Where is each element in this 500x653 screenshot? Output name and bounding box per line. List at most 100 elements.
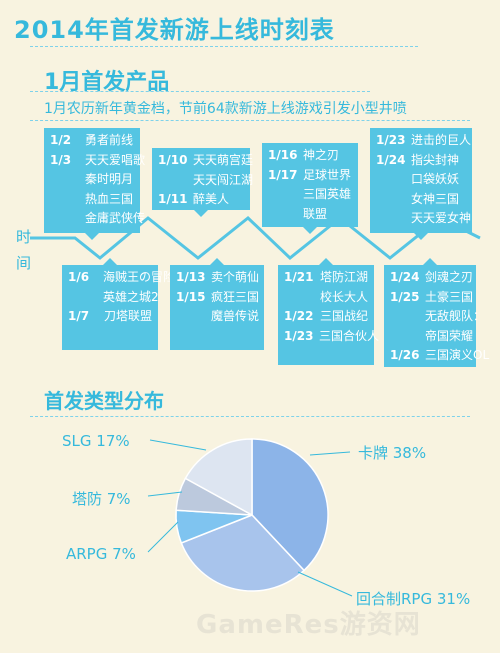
timeline-entry: 女神三国	[376, 190, 466, 210]
entry-game: 天天爱唱歌	[85, 152, 146, 167]
entry-date: 1/24	[376, 152, 406, 167]
timeline-entry: 1/7 刀塔联盟	[68, 307, 152, 327]
entry-game: 联盟	[303, 206, 328, 221]
entry-game: 秦时明月	[85, 172, 134, 186]
timeline-entry: 英雄之城2	[68, 288, 159, 308]
entry-date: 1/10	[158, 153, 188, 167]
entry-game: 剑魂之刃	[425, 270, 474, 284]
timeline-entry: 校长大人	[284, 288, 368, 308]
timeline-entry: 1/23 三国合伙人	[284, 327, 379, 347]
timeline-entry: 1/24 剑魂之刃	[390, 268, 474, 288]
axis-label-time-1: 时	[16, 228, 32, 246]
entry-game: 醉美人	[193, 192, 230, 206]
timeline-box-top-2: 1/10 天天萌宫廷天天闯江湖 1/11 醉美人	[152, 148, 253, 217]
entry-date: 1/25	[390, 289, 420, 304]
entry-game: 刀塔联盟	[103, 309, 152, 323]
entry-game: 校长大人	[319, 289, 368, 304]
entry-date: 1/23	[376, 133, 406, 147]
entry-date: 1/11	[158, 192, 188, 206]
entry-date: 1/16	[268, 148, 298, 162]
timeline-entry: 1/13 卖个萌仙	[176, 268, 260, 288]
timeline-box-top-3: 1/16 神之刃 1/17 足球世界三国英雄联盟	[262, 143, 358, 234]
timeline-entry: 1/21 塔防江湖	[284, 268, 368, 288]
entry-game: 女神三国	[411, 191, 460, 206]
section1-title: 1月首发产品	[44, 70, 170, 95]
pie-leader-line	[147, 521, 179, 553]
pie-slice-SLG	[184, 438, 253, 517]
entry-game: 勇者前线	[85, 133, 134, 147]
section1-description: 1月农历新年黄金档，节前64款新游上线游戏引发小型井喷	[44, 101, 407, 117]
timeline-entry: 金庸武侠传	[50, 209, 145, 229]
timeline-entry: 1/15 疯狂三国	[176, 288, 260, 308]
entry-game: 三国英雄	[303, 187, 352, 201]
timeline-entry: 口袋妖妖	[376, 170, 466, 190]
entry-game: 天天爱女神	[411, 211, 472, 225]
timeline-entry: 热血三国	[50, 190, 134, 210]
entry-date: 1/22	[284, 309, 314, 323]
axis-label-time-2: 间	[16, 254, 32, 272]
timeline-entry: 1/26 三国演义OL	[390, 346, 489, 366]
entry-game: 天天萌宫廷	[193, 153, 254, 167]
entry-game: 无敌舰队：	[425, 309, 486, 323]
timeline-entry: 1/22 三国战纪	[284, 307, 368, 327]
pie-label: 回合制RPG 31%	[356, 590, 471, 608]
entry-date: 1/2	[50, 133, 72, 147]
timeline-entry: 帝国荣耀	[390, 327, 473, 347]
entry-date: 1/23	[284, 328, 314, 343]
section2-divider	[30, 416, 470, 417]
pie-leader-line	[297, 571, 353, 597]
timeline-entry: 天天闯江湖	[158, 171, 253, 191]
entry-game: 足球世界	[303, 167, 352, 182]
timeline-entry: 1/6 海贼王の冒险	[68, 268, 175, 288]
timeline-box-top-4: 1/23 进击的巨人 1/24 指尖封神口袋妖妖 女神三国天天爱女神	[370, 128, 472, 240]
entry-game: 神之刃	[303, 148, 340, 162]
entry-game: 进击的巨人	[411, 133, 472, 147]
entry-game: 三国战纪	[319, 309, 368, 323]
timeline-entry: 1/25 土豪三国	[390, 288, 474, 308]
entry-game: 指尖封神	[411, 152, 460, 167]
timeline-entry: 秦时明月	[50, 170, 134, 190]
entry-game: 三国演义OL	[425, 348, 490, 362]
pie-label: SLG 17%	[62, 432, 130, 450]
pie-leader-line	[149, 439, 207, 451]
entry-game: 卖个萌仙	[211, 270, 260, 284]
entry-date: 1/26	[390, 348, 420, 362]
page-title: 2014年首发新游上线时刻表	[14, 16, 335, 44]
description-divider	[30, 120, 470, 121]
pie-leader-line	[309, 451, 351, 456]
timeline-box-bottom-4: 1/24 剑魂之刃 1/25 土豪三国无敌舰队： 帝国荣耀 1/26 三国演义OL	[384, 258, 489, 367]
timeline-entry: 1/24 指尖封神	[376, 151, 466, 171]
entry-game: 海贼王の冒险	[103, 270, 176, 284]
title-divider	[30, 46, 418, 47]
entry-game: 土豪三国	[425, 289, 474, 304]
entry-game: 塔防江湖	[319, 270, 368, 284]
timeline-box-bottom-2: 1/13 卖个萌仙 1/15 疯狂三国魔兽传说	[170, 258, 264, 350]
entry-date: 1/6	[68, 270, 90, 284]
entry-game: 疯狂三国	[211, 289, 260, 304]
timeline-entry: 三国英雄	[268, 185, 352, 205]
entry-date: 1/7	[68, 309, 90, 323]
timeline-box-bottom-3: 1/21 塔防江湖校长大人 1/22 三国战纪 1/23 三国合伙人	[278, 258, 379, 365]
timeline-entry: 1/17 足球世界	[268, 166, 352, 186]
timeline-entry: 魔兽传说	[176, 307, 260, 327]
timeline-entry: 天天爱女神	[376, 209, 471, 229]
timeline-entry: 无敌舰队：	[390, 307, 485, 327]
pie-label: 塔防 7%	[72, 490, 131, 508]
entry-game: 三国合伙人	[319, 328, 380, 343]
timeline-entry: 1/10 天天萌宫廷	[158, 151, 253, 171]
entry-date: 1/13	[176, 270, 206, 284]
entry-game: 魔兽传说	[211, 309, 260, 323]
timeline-entry: 1/3 天天爱唱歌	[50, 151, 145, 171]
pie-slice-回合制RPG	[180, 514, 306, 592]
entry-game: 英雄之城2	[103, 289, 159, 304]
section1-divider	[30, 91, 370, 92]
entry-date: 1/15	[176, 289, 206, 304]
entry-date: 1/21	[284, 270, 314, 284]
pie-label: 卡牌 38%	[358, 444, 427, 462]
watermark: GameRes游资网	[196, 610, 421, 640]
entry-date: 1/24	[390, 270, 420, 284]
entry-date: 1/17	[268, 167, 298, 182]
timeline-entry: 1/16 神之刃	[268, 146, 352, 166]
